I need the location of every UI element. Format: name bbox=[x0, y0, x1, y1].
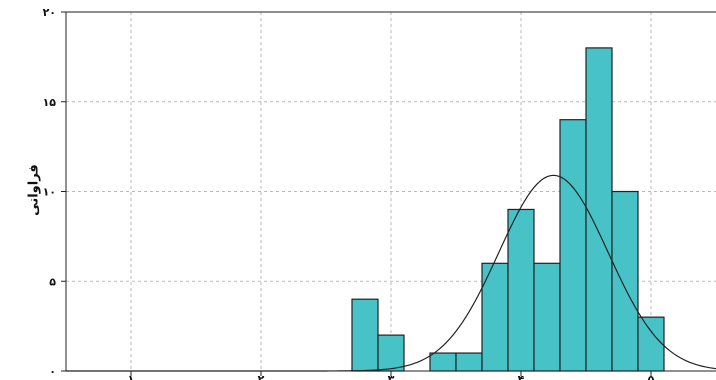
axes bbox=[61, 11, 716, 376]
x-tick-label-5: ۵ bbox=[648, 373, 655, 380]
histogram-bars bbox=[351, 47, 665, 372]
histogram-bar-11 bbox=[611, 190, 639, 372]
y-axis-label: فراوانی bbox=[26, 164, 42, 216]
y-tick-labels: ۰ ۵ ۱۰ ۱۵ ۲۰ bbox=[43, 6, 57, 378]
y-tick-label-1: ۰ bbox=[49, 365, 56, 378]
y-tick-label-2: ۵ bbox=[49, 275, 56, 288]
histogram-bar-10 bbox=[585, 47, 613, 372]
histogram-bar-5 bbox=[455, 352, 483, 372]
y-tick-label-4: ۱۵ bbox=[43, 96, 57, 109]
x-tick-label-4: ۴ bbox=[518, 373, 525, 380]
histogram-bar-4 bbox=[429, 352, 457, 372]
histogram-bar-2 bbox=[377, 334, 405, 372]
histogram-bar-7 bbox=[507, 208, 535, 372]
y-tick-label-3: ۱۰ bbox=[43, 186, 56, 199]
histogram-bar-9 bbox=[559, 119, 587, 372]
histogram-bar-8 bbox=[533, 262, 561, 372]
histogram-bar-1 bbox=[351, 298, 379, 372]
x-tick-label-1: ۱ bbox=[128, 373, 135, 380]
histogram-bar-6 bbox=[481, 262, 509, 372]
histogram-bar-12 bbox=[637, 316, 665, 372]
x-tick-label-3: ۳ bbox=[388, 373, 395, 380]
x-tick-labels: ۱ ۲ ۳ ۴ ۵ bbox=[128, 373, 655, 380]
y-tick-label-5: ۲۰ bbox=[43, 6, 56, 19]
x-tick-label-2: ۲ bbox=[258, 373, 265, 380]
